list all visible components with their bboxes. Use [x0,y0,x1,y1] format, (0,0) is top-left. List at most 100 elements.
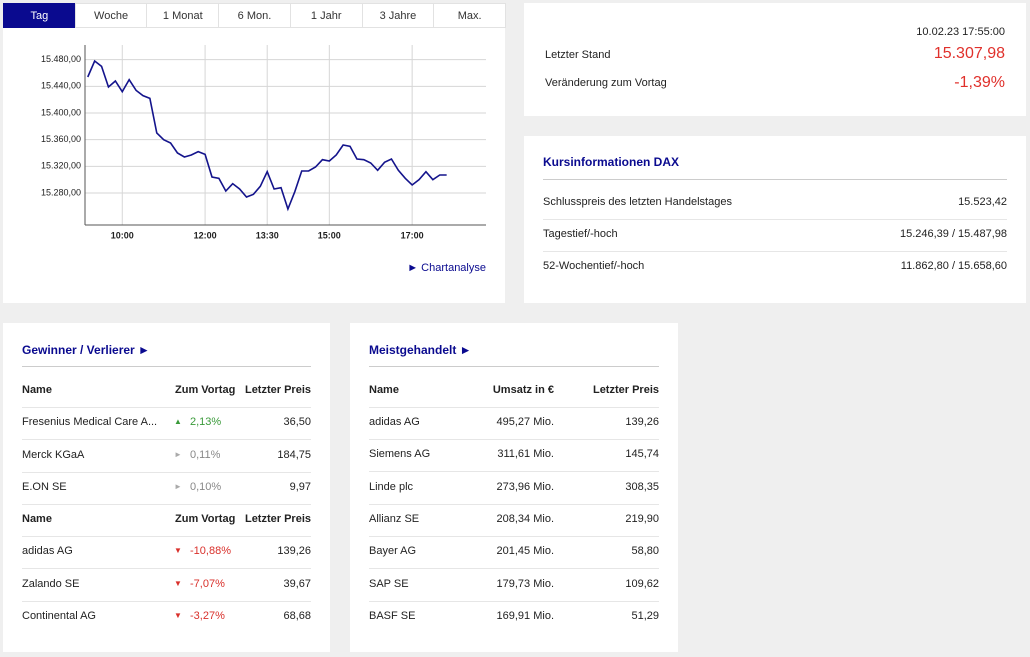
change-label: Veränderung zum Vortag [545,77,667,89]
stock-name[interactable]: BASF SE [369,609,416,622]
turnover: 273,96 Mio. [496,480,554,493]
y-tick-label: 15.440,00 [41,81,81,91]
row-divider [22,600,311,602]
column-header: Name [22,513,52,525]
divider [543,179,1007,180]
price: 308,35 [625,480,659,493]
column-header: Letzter Preis [244,384,311,396]
stock-name[interactable]: Siemens AG [369,448,431,461]
stock-name[interactable]: Merck KGaA [22,448,85,461]
info-label: Tagestief/-hoch [543,228,618,240]
price-line [87,59,447,212]
tab[interactable]: Tag [3,3,76,28]
chart: 15.280,00 15.320,00 15.360,00 15.400,00 15.4… [41,45,486,240]
divider [369,366,659,367]
tab[interactable]: Max. [433,3,506,28]
change-value: -10,88% [190,545,231,557]
column-header: Umsatz in € [492,384,554,396]
column-header: Name [369,384,399,396]
turnover: 311,61 Mio. [497,448,554,461]
chart-panel: Tag Woche 1 Monat 6 Mon. 1 Jahr 3 Jahre Max. 1… [3,3,506,303]
price: 9,97 [289,481,311,493]
y-tick-label: 15.280,00 [41,187,81,197]
y-tick-label: 15.320,00 [41,161,81,171]
stock-name[interactable]: Zalando SE [22,577,80,590]
x-tick-label: 15:00 [318,230,341,240]
tab[interactable]: 3 Jahre [361,3,435,28]
stock-name[interactable]: Allianz SE [369,512,420,525]
stock-name[interactable]: E.ON SE [22,481,67,493]
y-tick-label: 15.400,00 [41,107,81,117]
row-divider [543,219,1007,220]
x-tick-label: 12:00 [194,230,217,240]
row-divider [369,568,659,570]
turnover: 201,45 Mio. [496,545,554,558]
stock-name[interactable]: Fresenius Medical Care A... [22,416,158,428]
stock-name[interactable]: adidas AG [22,545,73,557]
change-value: 2,13% [190,416,222,428]
trend-arrow: ▲ [174,417,182,426]
turnover: 495,27 Mio. [496,416,554,428]
row-divider [369,535,659,537]
price: 39,67 [283,577,311,590]
stock-name[interactable]: Linde plc [369,480,414,493]
timestamp: 10.02.23 17:55:00 [916,26,1005,38]
row-divider [22,536,311,537]
column-header: Zum Vortag [175,384,236,396]
y-tick-label: 15.480,00 [41,54,81,64]
x-tick-label: 17:00 [401,230,424,240]
chart-analysis-link[interactable]: ► Chartanalyse [407,262,486,274]
change-value: -1,39% [954,74,1005,91]
row-divider [369,471,659,473]
change-value: -7,07% [190,577,225,590]
column-header: Letzter Preis [244,513,311,525]
turnover: 208,34 Mio. [496,512,554,525]
movers-title[interactable]: Gewinner / Verlierer ► [22,343,150,357]
trend-arrow: ▼ [174,546,182,555]
most-traded-panel: Meistgehandelt ► Name Umsatz in € Letzter … [350,323,678,652]
row-divider [22,504,311,505]
column-header: Name [22,384,52,396]
change-value: 0,10% [190,481,222,493]
row-divider [369,439,659,440]
stock-name[interactable]: Bayer AG [369,545,417,558]
tab[interactable]: 1 Jahr [289,3,363,28]
tab[interactable]: 6 Mon. [218,3,291,28]
last-label: Letzter Stand [545,49,611,61]
price: 139,26 [625,416,659,428]
stock-name[interactable]: Continental AG [22,610,96,622]
trend-arrow: ▼ [174,611,182,620]
stock-name[interactable]: SAP SE [369,577,409,590]
divider [22,366,311,367]
tab[interactable]: 1 Monat [146,3,220,28]
row-divider [22,407,311,408]
change-value: 0,11% [190,448,221,461]
info-value: 11.862,80 / 15.658,60 [900,260,1007,272]
row-divider [369,600,659,602]
change-value: -3,27% [190,610,225,622]
row-divider [22,471,311,473]
price: 184,75 [277,448,311,461]
price: 219,90 [625,512,659,525]
movers-panel: Gewinner / Verlierer ► Name Zum Vortag Let… [3,323,330,652]
price: 145,74 [625,448,659,461]
price: 51,29 [631,609,659,622]
x-tick-label: 13:30 [256,230,279,240]
price: 68,68 [283,610,311,622]
most-traded-title[interactable]: Meistgehandelt ► [369,343,472,357]
info-panel: Kursinformationen DAX Schlusspreis des l… [524,136,1026,303]
tab[interactable]: Woche [74,3,148,28]
stock-name[interactable]: adidas AG [369,416,420,428]
quote-panel: 10.02.23 17:55:00 Letzter Stand 15.307,9… [524,3,1026,116]
row-divider [369,407,659,408]
price: 36,50 [283,416,311,428]
info-label: Schlusspreis des letzten Handelstages [543,196,732,208]
price: 109,62 [625,577,659,590]
info-value: 15.523,42 [958,196,1007,208]
info-value: 15.246,39 / 15.487,98 [899,228,1007,240]
turnover: 179,73 Mio. [496,577,554,590]
info-label: 52-Wochentief/-hoch [543,260,645,272]
y-tick-label: 15.360,00 [41,134,81,144]
row-divider [369,503,659,505]
